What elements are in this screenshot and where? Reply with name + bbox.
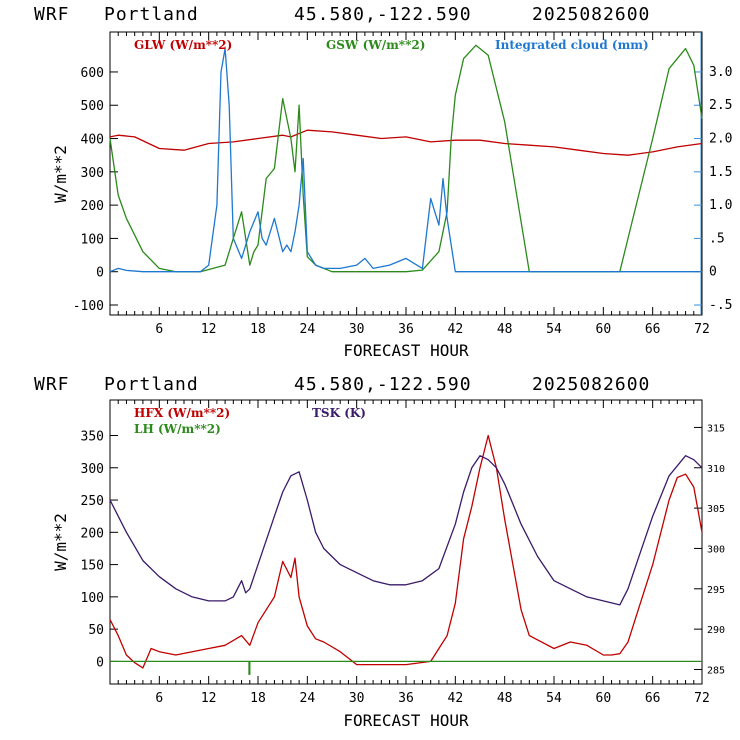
panel2-frame xyxy=(109,399,703,685)
x-tick-label: 72 xyxy=(694,322,710,337)
y2-tick-label: 285 xyxy=(707,665,725,676)
x-tick-label: 30 xyxy=(349,322,365,337)
panel1-legend-glw: GLW (W/m**2) xyxy=(134,38,232,52)
x-tick-label: 6 xyxy=(155,691,163,706)
y2-tick-label: .5 xyxy=(709,231,725,246)
x-tick-label: 12 xyxy=(201,691,217,706)
y-tick-label: 500 xyxy=(81,99,104,114)
panel1-y-ticks: -100 0 100 200 300 400 500 600 xyxy=(73,66,118,314)
y-tick-label: 400 xyxy=(81,133,104,148)
series-line-2 xyxy=(110,660,702,675)
panel2-header: WRF Portland 45.580,-122.590 2025082600 xyxy=(34,374,650,395)
x-tick-label: 54 xyxy=(546,691,562,706)
series-line-3 xyxy=(109,47,702,273)
y2-tick-label: 3.0 xyxy=(709,65,732,80)
y-tick-label: -100 xyxy=(73,299,104,314)
y2-tick-label: 2.0 xyxy=(709,132,732,147)
x-tick-label: 12 xyxy=(201,322,217,337)
y2-tick-label: 315 xyxy=(707,423,725,434)
x-tick-label: 36 xyxy=(398,691,414,706)
panel1-series xyxy=(109,44,703,273)
panel2-y2-ticks: 285 290 295 300 305 310 315 xyxy=(694,423,725,676)
y-tick-label: 250 xyxy=(81,494,104,509)
panel1-x-ticks: 6 12 18 24 30 36 42 48 54 60 66 72 xyxy=(117,32,710,337)
y-tick-label: 0 xyxy=(96,266,104,281)
x-tick-label: 18 xyxy=(250,322,266,337)
panel2-xlabel: FORECAST HOUR xyxy=(343,711,469,730)
y-tick-label: 200 xyxy=(81,526,104,541)
panel1-legend-cloud: Integrated cloud (mm) xyxy=(495,38,649,52)
x-tick-label: 66 xyxy=(645,691,661,706)
y-tick-label: 200 xyxy=(81,199,104,214)
x-tick-label: 42 xyxy=(448,691,464,706)
x-tick-label: 24 xyxy=(300,691,316,706)
panel2-chart: 6 12 18 24 30 36 42 48 54 60 66 72 0 50 100 150 200 250 3… xyxy=(51,399,725,730)
y-tick-label: 300 xyxy=(81,166,104,181)
panel2-legend-tsk: TSK (K) xyxy=(312,406,366,420)
x-tick-label: 48 xyxy=(497,691,513,706)
y-tick-label: 100 xyxy=(81,232,104,247)
panel1-run: 2025082600 xyxy=(532,4,650,25)
x-tick-label: 48 xyxy=(497,322,513,337)
x-tick-label: 72 xyxy=(694,691,710,706)
x-tick-label: 42 xyxy=(448,322,464,337)
y-tick-label: 150 xyxy=(81,559,104,574)
panel1-legend-gsw: GSW (W/m**2) xyxy=(326,38,425,52)
y2-tick-label: 300 xyxy=(707,544,725,555)
y2-tick-label: 2.5 xyxy=(709,98,732,113)
x-tick-label: 36 xyxy=(398,322,414,337)
x-tick-label: 66 xyxy=(645,322,661,337)
x-tick-label: 54 xyxy=(546,322,562,337)
y-tick-label: 100 xyxy=(81,591,104,606)
y2-tick-label: 0 xyxy=(709,265,717,280)
series-line-1 xyxy=(109,434,703,669)
series-line-2 xyxy=(109,44,703,273)
x-tick-label: 18 xyxy=(250,691,266,706)
y2-tick-label: 1.5 xyxy=(709,165,732,180)
panel1-ylabel: W/m**2 xyxy=(51,145,70,203)
y-tick-label: 600 xyxy=(81,66,104,81)
panel2-model: WRF xyxy=(34,374,70,395)
panel2-coords: 45.580,-122.590 xyxy=(294,374,472,395)
y-tick-label: 300 xyxy=(81,462,104,477)
panel2-location: Portland xyxy=(104,374,199,395)
panel2-legend-lh: LH (W/m**2) xyxy=(134,422,221,436)
y2-tick-label: 310 xyxy=(707,464,725,475)
y2-tick-label: 290 xyxy=(707,625,725,636)
panel1-chart: 6 12 18 24 30 36 42 48 54 60 66 72 -100 0 100 200 300 40… xyxy=(51,31,732,360)
panel2-run: 2025082600 xyxy=(532,374,650,395)
series-line-3 xyxy=(109,455,703,606)
series-line-1 xyxy=(109,129,703,156)
y2-tick-label: 1.0 xyxy=(709,198,732,213)
x-tick-label: 24 xyxy=(300,322,316,337)
y2-tick-label: 305 xyxy=(707,504,725,515)
panel2-y-ticks: 0 50 100 150 200 250 300 350 xyxy=(81,430,118,670)
y-tick-label: 50 xyxy=(88,623,104,638)
y2-tick-label: 295 xyxy=(707,585,725,596)
panel2-x-ticks: 6 12 18 24 30 36 42 48 54 60 66 72 xyxy=(117,400,710,706)
x-tick-label: 6 xyxy=(155,322,163,337)
panel1-location: Portland xyxy=(104,4,199,25)
y-tick-label: 350 xyxy=(81,430,104,445)
panel1-y2-ticks: -.5 0 .5 1.0 1.5 2.0 2.5 3.0 xyxy=(694,65,732,313)
panel1-frame xyxy=(109,31,703,316)
panel1-coords: 45.580,-122.590 xyxy=(294,4,472,25)
panel2-series xyxy=(109,434,703,675)
panel1-header: WRF Portland 45.580,-122.590 2025082600 xyxy=(34,4,650,25)
x-tick-label: 60 xyxy=(596,322,612,337)
y2-tick-label: -.5 xyxy=(709,298,732,313)
y-tick-label: 0 xyxy=(96,655,104,670)
x-tick-label: 60 xyxy=(596,691,612,706)
x-tick-label: 30 xyxy=(349,691,365,706)
panel1-model: WRF xyxy=(34,4,70,25)
panel1-xlabel: FORECAST HOUR xyxy=(343,341,469,360)
panel2-legend-hfx: HFX (W/m**2) xyxy=(134,406,230,420)
panel2-ylabel: W/m**2 xyxy=(51,513,70,571)
